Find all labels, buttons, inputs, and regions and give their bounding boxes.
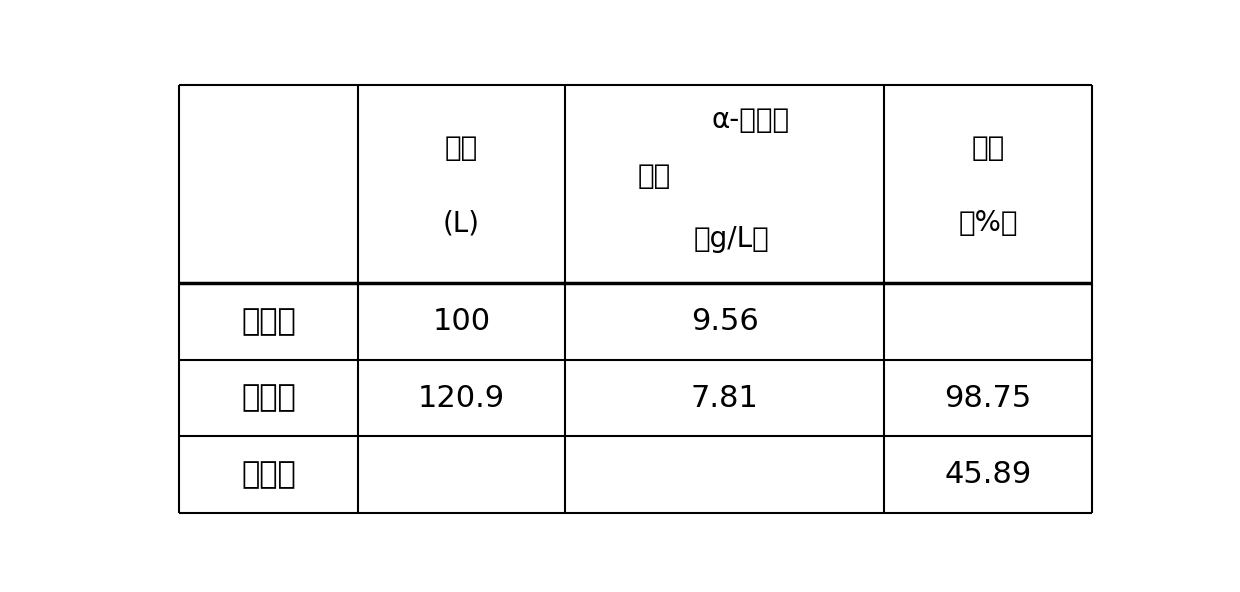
Text: 微滤液: 微滤液: [241, 384, 296, 413]
Text: 9.56: 9.56: [691, 307, 759, 336]
Text: 7.81: 7.81: [691, 384, 759, 413]
Text: (L): (L): [443, 210, 480, 237]
Text: α-熊果苷: α-熊果苷: [712, 107, 790, 134]
Text: （g/L）: （g/L）: [693, 226, 769, 253]
Text: 100: 100: [433, 307, 491, 336]
Text: 含量: 含量: [639, 162, 671, 190]
Text: 98.75: 98.75: [945, 384, 1032, 413]
Text: 体积: 体积: [445, 134, 479, 162]
Text: 总收率: 总收率: [241, 461, 296, 490]
Text: 收率: 收率: [971, 134, 1004, 162]
Text: （%）: （%）: [959, 210, 1018, 237]
Text: 45.89: 45.89: [945, 461, 1032, 490]
Text: 发酵液: 发酵液: [241, 307, 296, 336]
Text: 120.9: 120.9: [418, 384, 505, 413]
